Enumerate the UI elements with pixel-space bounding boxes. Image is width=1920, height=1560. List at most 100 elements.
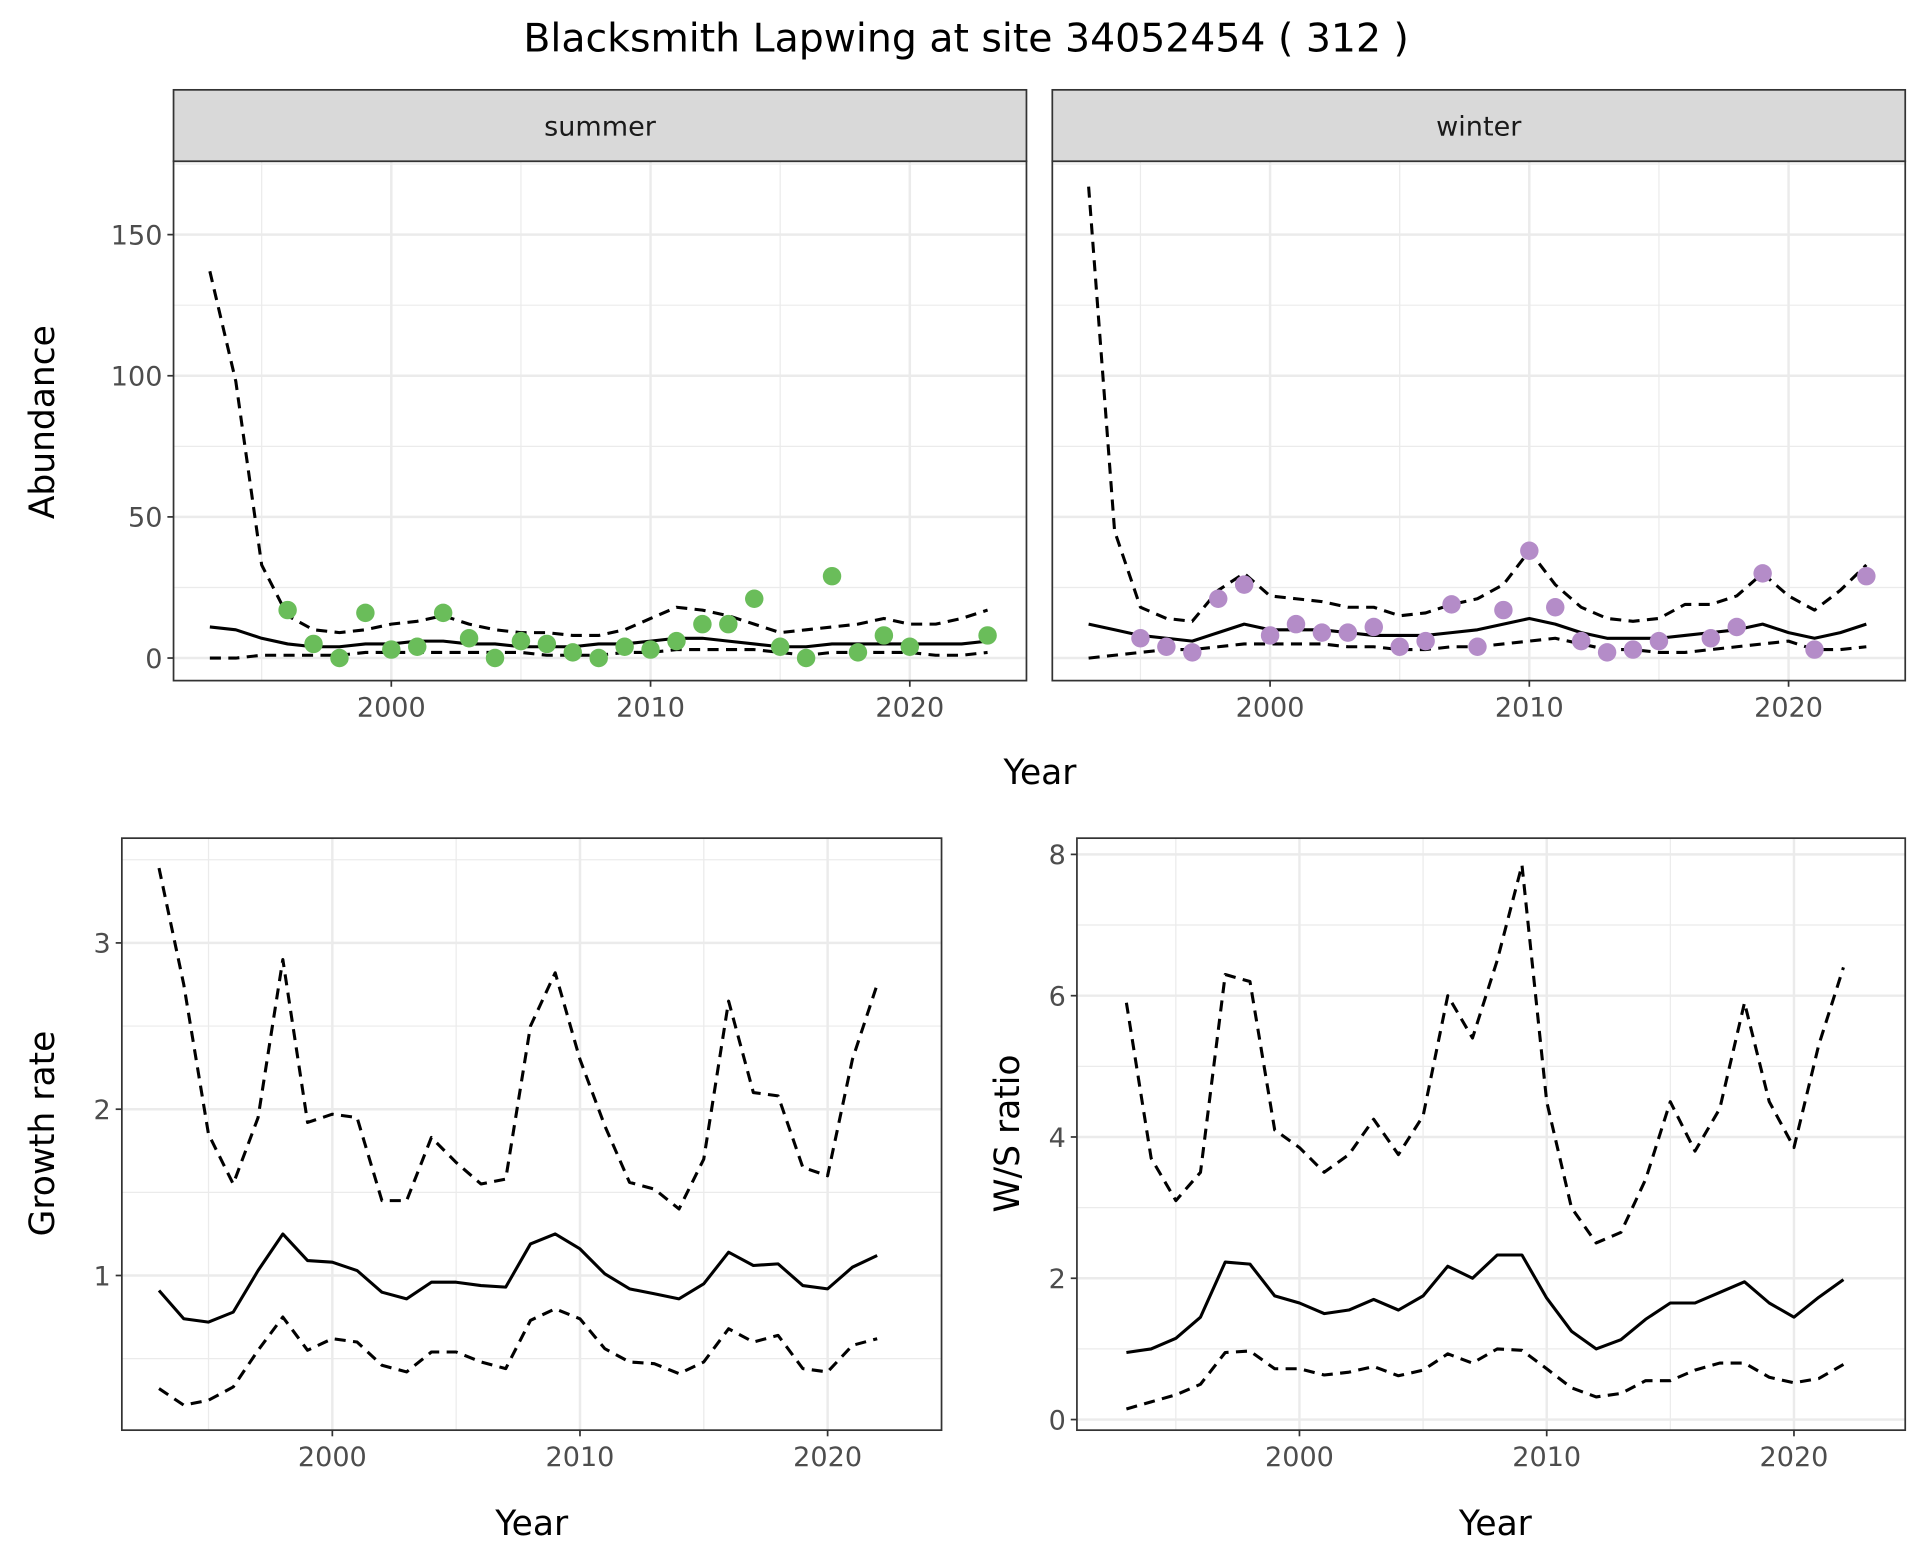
x-tick-label: 2020 [1754,692,1823,723]
data-point [1520,541,1539,560]
data-point [1727,617,1746,637]
data-point [1753,564,1772,583]
data-point [1597,643,1617,662]
data-point [589,648,608,668]
facet-strip-label: winter [1436,111,1522,142]
y-tick-label: 150 [111,220,163,251]
data-point [1701,629,1721,648]
x-axis-title-growth: Year [494,1504,569,1544]
data-point [1416,631,1435,651]
y-tick-label: 6 [1049,982,1066,1013]
data-point [485,648,505,668]
series-line-upper [1124,863,1845,1245]
plot-background [1052,161,1906,681]
x-tick-label: 2010 [546,1442,615,1473]
panel-growth: 2000 2010 2020 1 2 3 [94,837,943,1473]
data-point [1805,640,1824,659]
x-tick-label: 2010 [1512,1442,1581,1473]
data-point [874,626,894,645]
series-line-mean [157,1232,878,1324]
series-line-upper [157,867,879,1211]
data-point [1286,614,1306,634]
data-point [537,634,557,654]
data-point [278,600,297,620]
x-tick-label: 2000 [357,692,426,723]
data-point [1442,595,1461,614]
data-point [1390,637,1409,656]
y-tick-label: 2 [94,1095,111,1126]
panel-ws: 2000 2010 2020 0 2 4 6 8 [1049,837,1907,1473]
data-point [641,640,660,659]
data-point [796,648,816,668]
data-point [1364,617,1384,637]
data-point [433,603,453,623]
series-line-lower [1125,1347,1845,1411]
data-point [330,648,349,668]
data-point [511,631,531,651]
data-point [745,589,764,608]
y-tick-label: 4 [1049,1123,1066,1154]
data-point [1208,589,1228,608]
data-point [1157,637,1176,656]
series-line-upper [208,270,989,637]
y-tick-label: 1 [94,1261,111,1292]
data-point [978,626,997,645]
data-point [459,629,479,648]
y-tick-label: 0 [1049,1405,1066,1436]
data-point [900,637,920,656]
x-tick-label: 2020 [793,1442,862,1473]
data-point [1183,643,1202,662]
data-point [408,637,427,656]
data-point [1857,566,1876,586]
y-axis-title-growth: Growth rate [23,1031,63,1237]
x-tick-label: 2000 [1236,692,1305,723]
x-tick-label: 2000 [298,1442,367,1473]
y-tick-label: 3 [94,929,111,960]
plot-background [121,838,942,1431]
panel-border [120,837,943,1432]
y-tick-label: 2 [1049,1264,1066,1295]
x-tick-label: 2020 [875,692,944,723]
data-point [1338,623,1358,642]
data-point [1494,600,1513,620]
plot-background [173,161,1027,681]
data-point [719,614,738,634]
data-point [1649,631,1669,651]
x-axis-title-top: Year [1003,753,1078,793]
x-tick-label: 2020 [1760,1442,1829,1473]
data-point [770,637,790,656]
data-point [615,637,634,656]
y-tick-label: 0 [145,644,162,675]
x-tick-label: 2010 [616,692,685,723]
data-point [1468,637,1487,656]
data-point [1571,631,1591,651]
y-tick-label: 8 [1049,840,1066,871]
data-point [382,640,401,659]
data-point [356,603,375,623]
data-point [693,614,712,634]
series-line-mean [1126,1253,1845,1355]
plot-background [1076,838,1906,1431]
panel-winter: winter 2000 2010 2020 [1051,88,1907,723]
y-axis-title-ws: W/S ratio [988,1055,1028,1213]
x-axis-title-ws: Year [1458,1504,1533,1544]
series-line-lower [158,1307,878,1407]
panel-summer: summer 2000 2010 2020 0 50 100 150 [111,88,1028,723]
panel-border [1076,837,1907,1432]
data-point [1546,597,1565,617]
data-point [822,566,842,586]
data-point [1623,640,1643,659]
data-point [1312,623,1332,642]
y-tick-label: 100 [111,362,163,393]
facet-strip-label: summer [544,111,657,142]
data-point [1131,629,1150,648]
data-point [1260,626,1280,645]
chart-title: Blacksmith Lapwing at site 34052454 ( 31… [523,16,1408,62]
x-tick-label: 2000 [1265,1442,1334,1473]
facet-strip [172,88,1028,163]
data-point [1234,575,1254,594]
y-axis-title-abundance: Abundance [23,325,63,519]
x-tick-label: 2010 [1495,692,1564,723]
data-point [304,634,323,654]
